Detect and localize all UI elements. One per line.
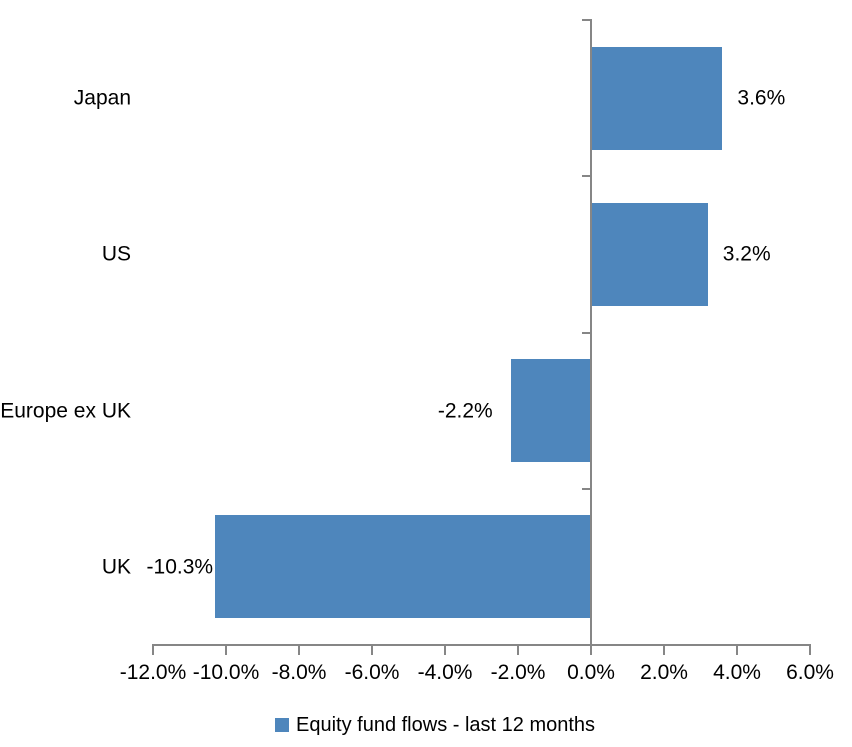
bar-value-label-us: 3.2%	[722, 242, 771, 266]
bar-value-label-japan: 3.6%	[737, 86, 786, 110]
x-axis-tick	[590, 646, 592, 655]
x-tick-label--2-0-: -2.0%	[490, 661, 546, 684]
y-axis-tick	[582, 19, 590, 21]
x-axis-tick	[444, 646, 446, 655]
bar-japan	[591, 46, 723, 150]
x-tick-label-6-0-: 6.0%	[786, 661, 834, 684]
x-axis-tick	[663, 646, 665, 655]
x-axis-tick	[371, 646, 373, 655]
x-tick-label--8-0-: -8.0%	[271, 661, 327, 684]
x-axis-tick	[809, 646, 811, 655]
x-axis-tick	[298, 646, 300, 655]
category-label-us: US	[101, 242, 131, 266]
x-tick-label-4-0-: 4.0%	[713, 661, 761, 684]
x-tick-label--12-0-: -12.0%	[119, 661, 187, 684]
legend-label: Equity fund flows - last 12 months	[296, 713, 596, 736]
bar-value-label-uk: -10.3%	[146, 555, 214, 579]
category-label-japan: Japan	[73, 86, 131, 110]
legend-swatch	[275, 718, 289, 732]
bar-us	[591, 202, 708, 306]
x-axis-tick	[152, 646, 154, 655]
y-axis-tick	[582, 175, 590, 178]
bar-value-label-europe-ex-uk: -2.2%	[437, 399, 493, 423]
legend: Equity fund flows - last 12 months	[275, 713, 595, 737]
category-label-europe-ex-uk: Europe ex UK	[0, 399, 131, 423]
y-axis-tick	[582, 487, 590, 490]
x-axis-tick	[225, 646, 227, 655]
x-tick-label--6-0-: -6.0%	[344, 661, 400, 684]
category-label-uk: UK	[101, 555, 131, 579]
x-axis-line	[152, 644, 811, 646]
y-axis-line	[590, 19, 592, 646]
bar-europe-ex-uk	[510, 359, 591, 463]
bar-uk	[215, 515, 591, 619]
x-tick-label--10-0-: -10.0%	[192, 661, 260, 684]
x-tick-label--4-0-: -4.0%	[417, 661, 473, 684]
x-axis-tick	[736, 646, 738, 655]
x-tick-label-2-0-: 2.0%	[640, 661, 688, 684]
x-tick-label-0-0-: 0.0%	[567, 661, 615, 684]
x-axis-tick	[517, 646, 519, 655]
y-axis-tick	[582, 331, 590, 334]
